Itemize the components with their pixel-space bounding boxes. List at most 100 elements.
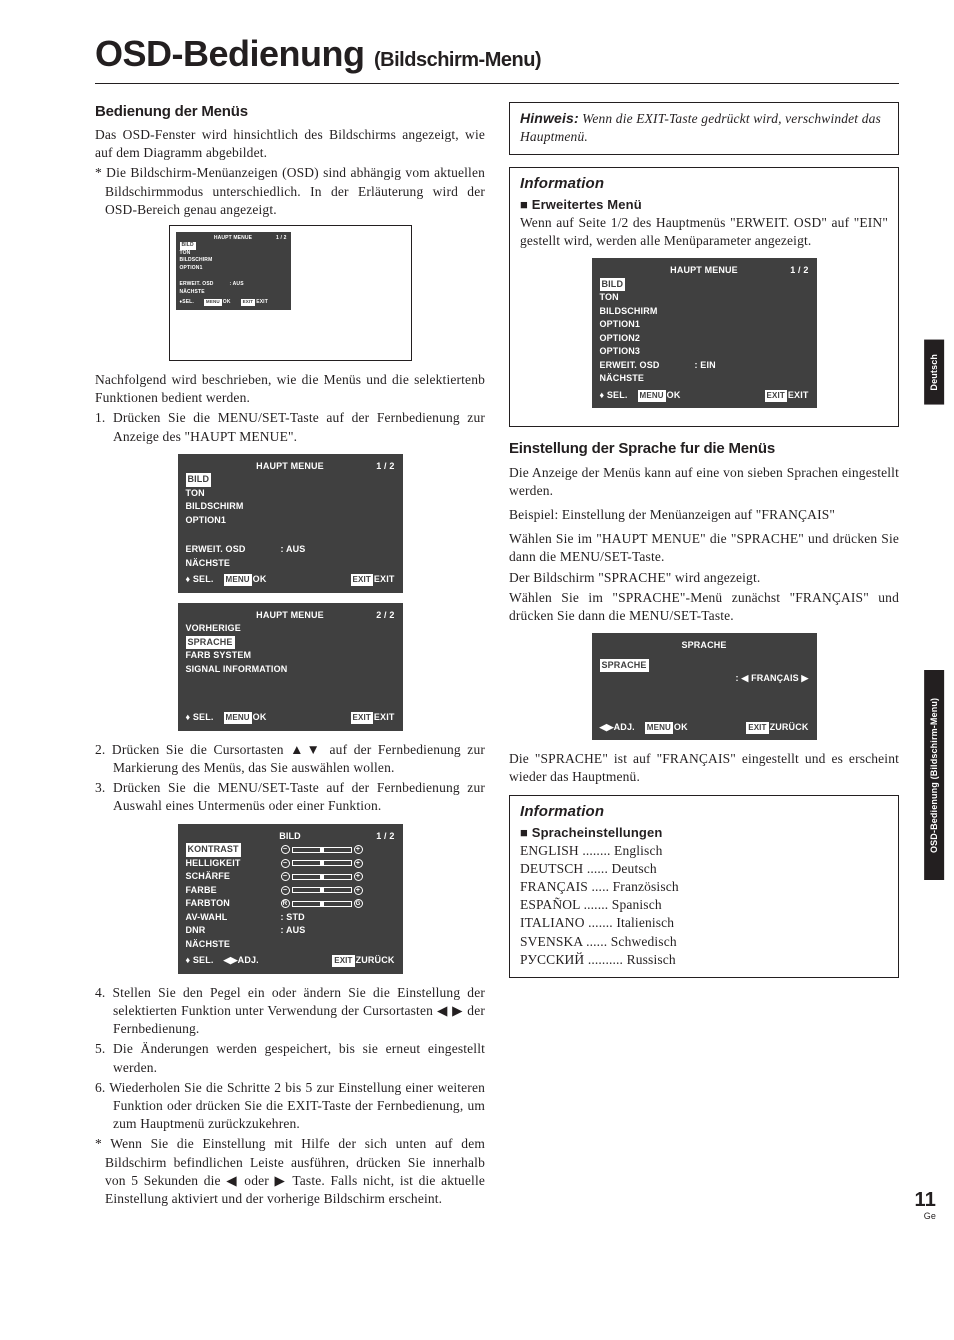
osd-extended: HAUPT MENUE1 / 2 BILD TON BILDSCHIRM OPT… bbox=[592, 258, 817, 408]
osd-m1-bildschirm: BILDSCHIRM bbox=[186, 500, 395, 514]
osd-e-exit-key: EXIT bbox=[765, 390, 787, 402]
osd-b-next: NÄCHSTE bbox=[186, 938, 395, 952]
osd-b-dnr: DNR bbox=[186, 924, 281, 938]
osd-b-title: BILD bbox=[279, 831, 301, 841]
osd-m1-erweit: ERWEIT. OSD bbox=[186, 543, 281, 557]
language-row: ENGLISH ........ Englisch bbox=[520, 842, 888, 860]
title-main: OSD-Bedienung bbox=[95, 33, 365, 74]
osd-m2-signal: SIGNAL INFORMATION bbox=[186, 663, 395, 677]
para-intro1: Das OSD-Fenster wird hinsichtlich des Bi… bbox=[95, 126, 485, 162]
info1-para: Wenn auf Seite 1/2 des Hauptmenüs "ERWEI… bbox=[520, 214, 888, 250]
hinweis-label: Hinweis: bbox=[520, 110, 579, 126]
osd-small-erweit: ERWEIT. OSD bbox=[180, 281, 230, 289]
osd-e-ein: : EIN bbox=[695, 359, 716, 373]
osd-e-option3: OPTION3 bbox=[600, 345, 809, 359]
osd-e-menu-key: MENU bbox=[638, 390, 666, 402]
osd-b-sel-lbl: SEL. bbox=[193, 955, 214, 965]
osd-b-helligkeit: HELLIGKEIT bbox=[186, 857, 281, 871]
sprache-p3: Wählen Sie im "HAUPT MENUE" die "SPRACHE… bbox=[509, 530, 899, 566]
osd-m2-exit-lbl: EXIT bbox=[374, 712, 395, 722]
language-row: ITALIANO ....... Italienisch bbox=[520, 914, 888, 932]
osd-s-menuok: MENUOK bbox=[645, 721, 688, 735]
sprache-p1: Die Anzeige der Menüs kann auf eine von … bbox=[509, 464, 899, 500]
osd-e-menuok: MENUOK bbox=[638, 389, 681, 403]
osd-m1-sel: ♦ SEL. bbox=[186, 573, 214, 587]
osd-main-1: HAUPT MENUE1 / 2 BILD TON BILDSCHIRM OPT… bbox=[178, 454, 403, 593]
slider-farbe: −+ bbox=[281, 884, 363, 898]
osd-s-exit-key: EXIT bbox=[746, 722, 768, 734]
osd-m1-option1: OPTION1 bbox=[186, 514, 395, 528]
osd-m1-ok: OK bbox=[253, 574, 267, 584]
slider-helligkeit: −+ bbox=[281, 857, 363, 871]
osd-s-ok: OK bbox=[674, 722, 688, 732]
osd-e-exit-lbl: EXIT bbox=[788, 390, 809, 400]
osd-m1-menuok: MENUOK bbox=[224, 573, 267, 587]
osd-e-next: NÄCHSTE bbox=[600, 372, 809, 386]
osd-small-menuok: MENUOK bbox=[204, 299, 231, 307]
osd-e-option1: OPTION1 bbox=[600, 318, 809, 332]
page-number: 11 Ge bbox=[915, 1190, 936, 1222]
osd-e-bildschirm: BILDSCHIRM bbox=[600, 305, 809, 319]
osd-m1-ton: TON bbox=[186, 487, 395, 501]
info-erweitert-box: Information Erweitertes Menü Wenn auf Se… bbox=[509, 167, 899, 427]
osd-main-2: HAUPT MENUE2 / 2 VORHERIGE SPRACHE FARB … bbox=[178, 603, 403, 731]
osd-m2-sel-lbl: SEL. bbox=[193, 712, 214, 722]
osd-small-menu-key: MENU bbox=[204, 299, 222, 306]
osd-s-adj-lbl: ADJ. bbox=[614, 722, 635, 732]
osd-s-zurueck: ZURÜCK bbox=[770, 722, 809, 732]
slider-kontrast: −+ bbox=[281, 843, 363, 857]
info2-heading: Information bbox=[520, 802, 888, 822]
page-title: OSD-Bedienung (Bildschirm-Menu) bbox=[95, 30, 899, 84]
title-sub: (Bildschirm-Menu) bbox=[374, 49, 541, 71]
step-3: 3. Drücken Sie die MENU/SET-Taste auf de… bbox=[113, 779, 485, 815]
osd-m2-prev: VORHERIGE bbox=[186, 622, 395, 636]
osd-m1-sel-lbl: SEL. bbox=[193, 574, 214, 584]
osd-b-page: 1 / 2 bbox=[376, 830, 394, 844]
osd-m2-exit-key: EXIT bbox=[351, 712, 373, 724]
osd-b-farbe: FARBE bbox=[186, 884, 281, 898]
osd-m1-page: 1 / 2 bbox=[376, 460, 394, 474]
osd-small-title: HAUPT MENUE bbox=[214, 235, 252, 241]
osd-small-option1: OPTION1 bbox=[180, 265, 287, 273]
left-column: Bedienung der Menüs Das OSD-Fenster wird… bbox=[95, 102, 485, 1211]
language-row: FRANÇAIS ..... Französisch bbox=[520, 878, 888, 896]
osd-small-ok: OK bbox=[223, 299, 231, 305]
right-column: Hinweis: Wenn die EXIT-Taste gedrückt wi… bbox=[509, 102, 899, 1211]
hinweis-box: Hinweis: Wenn die EXIT-Taste gedrückt wi… bbox=[509, 102, 899, 155]
osd-b-exit: EXITZURÜCK bbox=[332, 954, 394, 968]
osd-b-aus: : AUS bbox=[281, 924, 306, 938]
osd-m2-menu-key: MENU bbox=[224, 712, 252, 724]
osd-bild: BILD1 / 2 KONTRAST −+ HELLIGKEIT −+ SCHÄ… bbox=[178, 824, 403, 974]
osd-m2-sprache: SPRACHE bbox=[186, 636, 235, 650]
info1-heading: Information bbox=[520, 174, 888, 194]
osd-small-exit-lbl: EXIT bbox=[256, 299, 268, 305]
osd-b-adj: ◀▶ADJ. bbox=[224, 954, 259, 968]
osd-m2-exit: EXITEXIT bbox=[351, 711, 395, 725]
osd-small-sel-lbl: SEL. bbox=[182, 299, 194, 305]
info2-subheading: Spracheinstellungen bbox=[520, 824, 888, 842]
slider-farbton: RG bbox=[281, 897, 363, 911]
osd-m1-bild: BILD bbox=[186, 473, 212, 487]
osd-e-ton: TON bbox=[600, 291, 809, 305]
osd-e-option2: OPTION2 bbox=[600, 332, 809, 346]
osd-small-exit: EXITEXIT bbox=[241, 299, 268, 307]
osd-small-sel: ♦SEL. bbox=[180, 299, 194, 307]
osd-s-exit: EXITZURÜCK bbox=[746, 721, 808, 735]
osd-e-bild: BILD bbox=[600, 278, 626, 292]
sidebar-tab-section: OSD-Bedienung (Bildschirm-Menu) bbox=[924, 670, 944, 880]
page-number-value: 11 bbox=[915, 1190, 936, 1210]
osd-m2-title: HAUPT MENUE bbox=[256, 610, 324, 620]
osd-thumbnail: HAUPT MENUE1 / 2 BILD TON BILDSCHIRM OPT… bbox=[176, 232, 291, 310]
osd-s-title: SPRACHE bbox=[681, 640, 726, 650]
sidebar-tab-deutsch: Deutsch bbox=[924, 340, 944, 405]
osd-e-sel-lbl: SEL. bbox=[607, 390, 628, 400]
osd-b-schaerfe: SCHÄRFE bbox=[186, 870, 281, 884]
slider-schaerfe: −+ bbox=[281, 870, 363, 884]
osd-m2-sel: ♦ SEL. bbox=[186, 711, 214, 725]
osd-sprache: SPRACHE SPRACHE : ◀ FRANÇAIS ▶ ◀▶ADJ. ME… bbox=[592, 633, 817, 740]
note-osd-depends: * Die Bildschirm-Menüanzeigen (OSD) sind… bbox=[105, 164, 485, 219]
info1-subheading: Erweitertes Menü bbox=[520, 196, 888, 214]
osd-s-francais: : ◀ FRANÇAIS ▶ bbox=[736, 672, 809, 686]
osd-small-page: 1 / 2 bbox=[276, 235, 286, 243]
osd-b-farbton: FARBTON bbox=[186, 897, 281, 911]
